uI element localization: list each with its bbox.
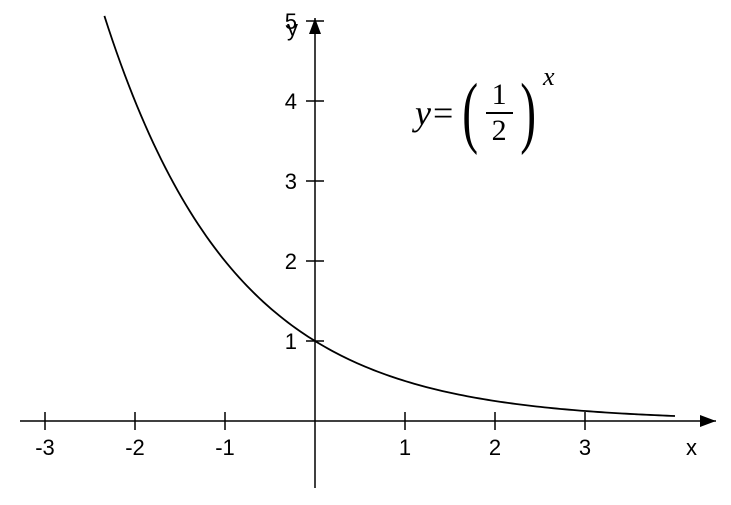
fraction-denominator: 2 <box>486 114 513 146</box>
equation-equals: = <box>433 93 453 133</box>
x-tick-label: 2 <box>489 435 501 460</box>
function-curve <box>104 16 675 416</box>
right-paren: ) <box>520 81 536 144</box>
chart-plot: -3-2-112312345xy <box>0 0 731 505</box>
left-paren: ( <box>463 81 479 144</box>
y-tick-label: 1 <box>285 329 297 354</box>
x-tick-label: 1 <box>399 435 411 460</box>
y-tick-label: 2 <box>285 249 297 274</box>
y-tick-label: 3 <box>285 169 297 194</box>
y-axis-label: y <box>287 16 298 41</box>
equation-label: y=(12)x <box>415 80 555 146</box>
x-tick-label: -1 <box>215 435 235 460</box>
x-tick-label: -3 <box>35 435 55 460</box>
equation-fraction: 12 <box>486 80 513 146</box>
y-tick-label: 4 <box>285 89 297 114</box>
x-axis-arrow <box>700 415 716 427</box>
equation-lhs: y <box>415 93 431 133</box>
fraction-numerator: 1 <box>486 80 513 114</box>
x-tick-label: 3 <box>579 435 591 460</box>
x-tick-label: -2 <box>125 435 145 460</box>
equation-exponent: x <box>543 62 555 91</box>
x-axis-label: x <box>686 435 697 460</box>
